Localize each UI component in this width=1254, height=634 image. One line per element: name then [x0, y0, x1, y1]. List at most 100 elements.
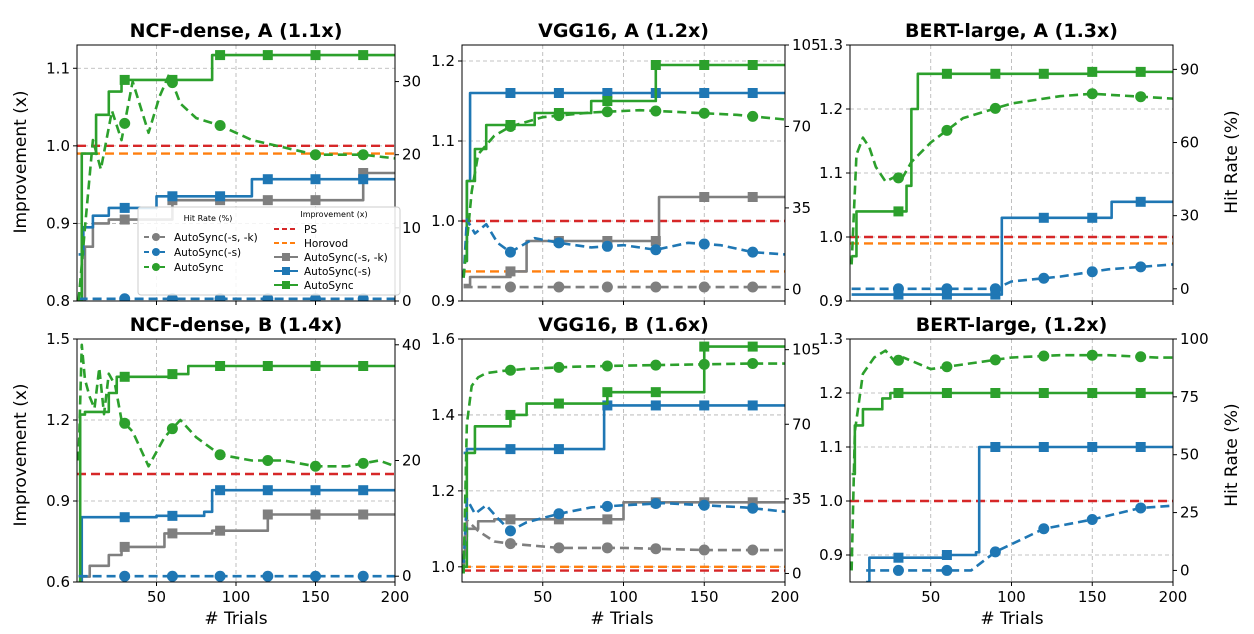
y-tick-label: 1.6	[431, 330, 455, 348]
improvement-marker	[650, 236, 661, 246]
y2-tick-label: 10	[402, 219, 421, 237]
hitrate-marker	[601, 106, 613, 118]
hitrate-autosync-line	[850, 349, 1173, 571]
y-tick-label: 1.0	[819, 228, 843, 246]
panels: 0.8 0.9 1.0 1.1 0 10 20 30 NCF-dense, A (1.1x) 0.…	[46, 20, 1209, 606]
hitrate-marker	[650, 244, 662, 256]
y2-tick-label: 25	[1180, 504, 1199, 522]
improvement-marker	[941, 388, 952, 398]
x-tick-label: 200	[381, 588, 410, 606]
y-tick-label: 1.1	[819, 164, 843, 182]
improvement-marker	[747, 192, 758, 202]
y-tick-label: 0.9	[819, 292, 843, 310]
y-right-label-bottom: Hit Rate (%)	[1222, 403, 1242, 506]
hitrate-autosync-line	[462, 108, 785, 278]
improvement-marker	[262, 50, 273, 61]
y2-tick-label: 30	[1180, 207, 1199, 225]
improvement-marker	[167, 191, 178, 202]
hitrate-marker	[1135, 351, 1147, 363]
x-tick-label: 100	[997, 588, 1026, 606]
hitrate-marker	[650, 105, 662, 117]
improvement-marker	[215, 361, 226, 371]
hitrate-marker	[698, 107, 710, 119]
improvement-marker	[553, 514, 564, 525]
improvement-marker	[262, 361, 273, 371]
improvement-autosync-s-k-line	[78, 171, 395, 301]
y2-tick-label: 0	[1180, 280, 1190, 298]
panel-title: NCF-dense, A (1.1x)	[130, 20, 343, 42]
improvement-marker	[215, 50, 226, 61]
legend-hit-label: AutoSync	[174, 262, 224, 274]
y2-tick-label: 75	[1180, 388, 1199, 406]
improvement-marker	[505, 266, 516, 277]
improvement-marker	[602, 88, 613, 98]
improvement-marker	[1038, 442, 1049, 452]
improvement-marker	[747, 60, 758, 70]
improvement-marker	[553, 398, 564, 409]
improvement-marker	[650, 60, 661, 70]
hitrate-marker	[553, 542, 565, 554]
improvement-marker	[262, 485, 273, 496]
x-tick-label: 150	[690, 588, 719, 606]
improvement-marker	[699, 88, 710, 98]
y2-tick-label: 70	[792, 117, 811, 135]
hitrate-marker	[504, 246, 516, 258]
improvement-marker	[310, 361, 321, 371]
improvement-marker	[553, 444, 564, 455]
y-tick-label: 1.5	[46, 330, 70, 348]
improvement-marker	[1087, 212, 1098, 223]
improvement-marker	[747, 400, 758, 411]
hitrate-marker	[892, 354, 904, 366]
improvement-marker	[747, 88, 758, 98]
y-tick-label: 1.2	[46, 411, 70, 429]
legend-imp-label: PS	[304, 224, 317, 236]
improvement-marker	[1135, 66, 1146, 77]
y2-tick-label: 0	[402, 292, 412, 310]
plot-area	[850, 349, 1173, 582]
hitrate-marker	[941, 361, 953, 373]
improvement-marker	[358, 485, 369, 496]
y-tick-label: 1.2	[819, 100, 843, 118]
improvement-marker	[358, 168, 369, 178]
hitrate-marker	[698, 499, 710, 511]
hitrate-autosync-line	[77, 72, 395, 301]
hitrate-marker	[310, 149, 321, 161]
x-tick-label: 50	[533, 588, 552, 606]
y-tick-label: 1.3	[819, 330, 843, 348]
panel-4: 0.6 0.9 1.2 1.5 0 20 40 50 100 150 200 NCF-dense, B…	[46, 314, 421, 606]
improvement-marker	[215, 525, 226, 536]
improvement-marker	[310, 195, 321, 206]
hitrate-marker	[119, 117, 131, 129]
hitrate-marker	[504, 525, 516, 537]
hitrate-marker	[989, 283, 1001, 295]
improvement-marker	[215, 485, 226, 496]
improvement-marker	[941, 289, 952, 300]
improvement-marker	[505, 88, 516, 98]
y2-tick-label: 20	[402, 146, 421, 164]
improvement-marker	[650, 400, 661, 411]
improvement-autosync-s-line	[78, 488, 395, 582]
improvement-autosync-s-k-line	[463, 195, 785, 287]
y-right-label-top: Hit Rate (%)	[1222, 110, 1242, 213]
improvement-marker	[310, 509, 321, 520]
hitrate-marker	[941, 283, 953, 295]
improvement-marker	[358, 509, 369, 520]
hitrate-marker	[214, 119, 226, 131]
y-tick-label: 1.4	[431, 406, 455, 424]
hitrate-marker	[698, 238, 710, 250]
hitrate-marker	[892, 172, 904, 184]
hitrate-marker	[553, 508, 565, 520]
hitrate-marker	[1038, 523, 1050, 535]
legend-hit-label: AutoSync(-s, -k)	[174, 232, 258, 244]
hitrate-marker	[310, 460, 321, 472]
legend-imp-marker	[282, 267, 290, 275]
legend-frame	[137, 206, 401, 296]
improvement-marker	[941, 550, 952, 560]
hitrate-marker	[892, 283, 904, 295]
y-tick-label: 1.2	[819, 384, 843, 402]
hitrate-marker	[553, 110, 565, 122]
improvement-marker	[990, 388, 1001, 398]
hitrate-autosync-s-k-line	[462, 518, 785, 570]
y-tick-label: 1.0	[46, 137, 70, 155]
improvement-marker	[747, 497, 758, 508]
